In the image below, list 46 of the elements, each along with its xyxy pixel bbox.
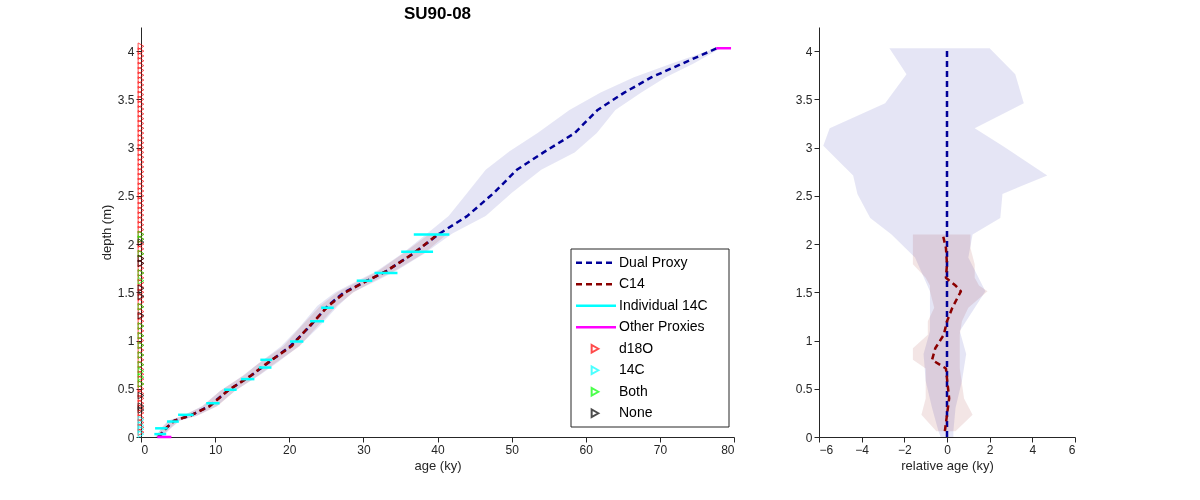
x-tick-label: 50 — [505, 442, 520, 457]
y-tick-label: 3.5 — [795, 92, 813, 107]
legend-label: C14 — [619, 275, 645, 292]
y-tick-label: 3 — [805, 141, 813, 156]
y-tick-label: 0 — [805, 430, 813, 445]
y-tick-label: 1 — [127, 334, 135, 349]
x-tick-label: 0 — [141, 442, 149, 457]
legend-label: Both — [619, 382, 648, 399]
y-tick-label: 3.5 — [117, 92, 135, 107]
y-axis-title: depth (m) — [98, 204, 114, 261]
x-tick-label: 20 — [283, 442, 297, 457]
y-tick-label: 3 — [127, 141, 135, 156]
x-tick-label: −2 — [897, 442, 912, 457]
x-tick-label: 40 — [431, 442, 445, 457]
x-tick-label: 60 — [579, 442, 594, 457]
x-tick-label: 80 — [721, 442, 735, 457]
y-tick-label: 0.5 — [795, 382, 813, 397]
legend-label: d18O — [619, 339, 654, 356]
legend-label: Individual 14C — [619, 296, 708, 313]
y-tick-label: 4 — [127, 44, 135, 59]
y-tick-label: 1.5 — [117, 285, 135, 300]
y-tick-label: 0 — [127, 430, 135, 445]
x-tick-label: −6 — [819, 442, 834, 457]
x-tick-label: 6 — [1068, 442, 1076, 457]
y-tick-label: 2 — [805, 237, 813, 252]
legend-label: Other Proxies — [619, 318, 705, 335]
x-axis-title: relative age (ky) — [901, 457, 994, 473]
y-tick-label: 2 — [127, 237, 135, 252]
legend-label: Dual Proxy — [619, 253, 688, 270]
y-tick-label: 1.5 — [795, 285, 813, 300]
x-tick-label: 30 — [357, 442, 371, 457]
y-tick-label: 4 — [805, 44, 813, 59]
y-tick-label: 0.5 — [117, 382, 135, 397]
y-tick-label: 2.5 — [795, 189, 813, 204]
x-tick-label: 10 — [208, 442, 223, 457]
x-tick-label: 4 — [1029, 442, 1037, 457]
y-tick-label: 1 — [805, 334, 813, 349]
x-tick-label: 0 — [944, 442, 952, 457]
x-tick-label: 2 — [986, 442, 994, 457]
x-tick-label: −4 — [855, 442, 870, 457]
legend-label: None — [619, 404, 653, 421]
x-axis-title: age (ky) — [414, 457, 462, 473]
chart-title: SU90-08 — [403, 4, 472, 23]
x-tick-label: 70 — [653, 442, 668, 457]
y-tick-label: 2.5 — [117, 189, 135, 204]
legend-label: 14C — [619, 361, 645, 378]
